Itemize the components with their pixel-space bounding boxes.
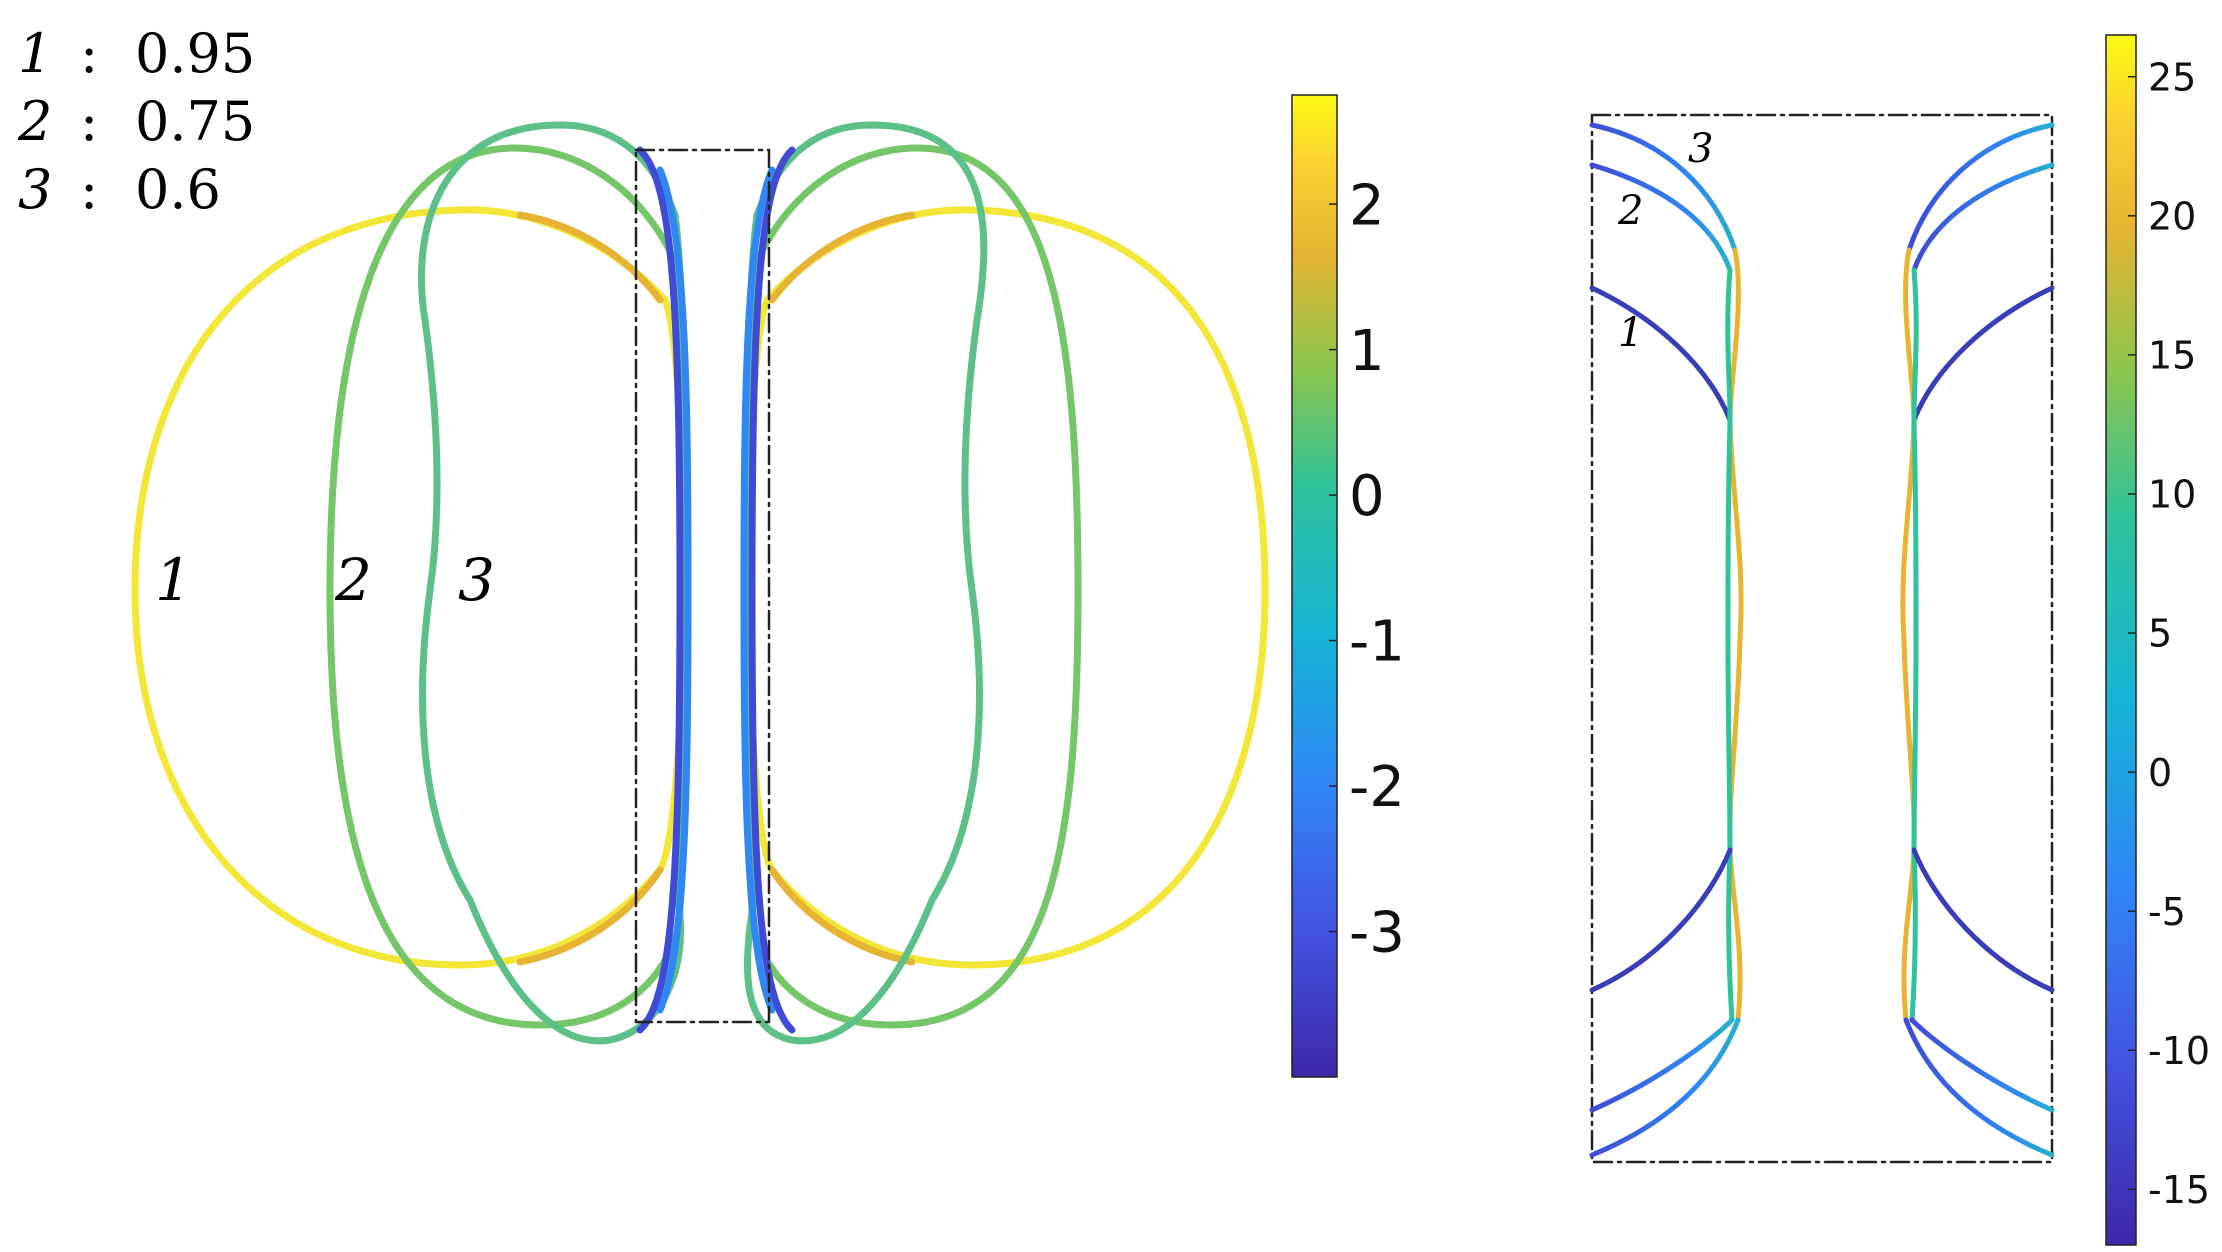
right-colorbar-tick-label: 20 [2148, 194, 2196, 238]
left-inset-box [634, 148, 771, 1024]
left-curve-3-right [741, 121, 988, 1045]
right-curve-2-left-bot [1589, 1017, 1735, 1113]
right-curve-3-right-bot [1903, 1017, 2055, 1158]
left-curve-1-accent-top [516, 211, 664, 304]
right-colorbar-gradient [2105, 34, 2137, 1246]
right-curve-3-right [1906, 122, 2055, 253]
right-curve-2-right-bot [1909, 1017, 2055, 1113]
left-curve-1-accent-top-r [768, 211, 916, 304]
legend-value-3: 0.6 [135, 158, 221, 221]
left-colorbar-gradient [1291, 94, 1338, 1078]
right-colorbar-tick-label: 25 [2148, 55, 2196, 99]
left-curve-label-1: 1 [155, 546, 192, 614]
left-curve-1-accent-bottom [516, 866, 664, 966]
right-colorbar: 25 20 15 10 5 0 -5 -10 -15 [2105, 34, 2210, 1246]
left-curve-label-3: 3 [458, 546, 495, 614]
legend-key-2: 2 [17, 90, 52, 153]
legend-value-2: 0.75 [135, 90, 255, 153]
left-colorbar-tick-label: 2 [1349, 173, 1385, 238]
right-neck-left-b [1725, 267, 1735, 1023]
left-neck-1 [636, 146, 684, 1034]
right-curve-3-left [1589, 122, 1738, 253]
right-colorbar-tick-label: -15 [2148, 1168, 2210, 1212]
left-colorbar-tick-label: 1 [1349, 319, 1385, 384]
left-neck-4 [740, 166, 776, 1014]
legend-colon-1: : [80, 22, 98, 85]
left-colorbar: 2 1 0 -1 -2 -3 [1291, 94, 1405, 1078]
legend: 1 : 0.95 2 : 0.75 3 : 0.6 [17, 22, 255, 221]
right-curve-1-left-bot [1589, 847, 1733, 993]
right-colorbar-tick-label: 10 [2148, 473, 2196, 517]
right-curve-label-1: 1 [1618, 310, 1643, 356]
right-colorbar-tick-label: 5 [2148, 612, 2172, 656]
legend-colon-2: : [80, 90, 98, 153]
right-curve-3-left-bot [1589, 1017, 1741, 1158]
left-colorbar-tick-label: -2 [1349, 755, 1405, 820]
right-colorbar-tick-label: -10 [2148, 1029, 2210, 1073]
right-neck-right-a [1900, 247, 1917, 1023]
right-frame [1590, 113, 2054, 1164]
left-curve-2-left [326, 144, 690, 1029]
legend-key-1: 1 [18, 22, 52, 85]
left-colorbar-tick-label: 0 [1349, 464, 1385, 529]
legend-key-3: 3 [18, 158, 52, 221]
right-panel [1589, 113, 2055, 1164]
right-neck-right-b [1909, 267, 1919, 1023]
left-panel [131, 121, 1269, 1045]
left-curve-1-accent-bottom-r [768, 866, 916, 966]
right-curve-2-left [1589, 162, 1733, 273]
legend-value-1: 0.95 [135, 22, 255, 85]
left-neck-2 [656, 166, 692, 1014]
left-colorbar-tick-label: -3 [1349, 901, 1405, 966]
right-curve-1-right-bot [1911, 847, 2055, 993]
left-curve-label-2: 2 [334, 546, 372, 614]
left-curve-1-right [745, 206, 1269, 969]
right-colorbar-tick-label: 15 [2148, 334, 2196, 378]
right-curve-label-2: 2 [1617, 188, 1643, 234]
right-curve-2-right [1911, 162, 2055, 273]
right-colorbar-ticks: 25 20 15 10 5 0 -5 -10 -15 [2128, 55, 2210, 1212]
right-colorbar-tick-label: -5 [2148, 890, 2186, 934]
legend-colon-3: : [80, 158, 98, 221]
left-colorbar-tick-label: -1 [1349, 610, 1405, 675]
right-neck-left-a [1727, 247, 1744, 1023]
right-colorbar-tick-label: 0 [2148, 751, 2172, 795]
left-curve-1-left [131, 206, 687, 969]
right-curve-1-right [1911, 285, 2055, 423]
right-curve-1-left [1589, 285, 1733, 423]
left-colorbar-ticks: 2 1 0 -1 -2 -3 [1329, 173, 1405, 966]
right-curve-label-3: 3 [1688, 126, 1713, 172]
